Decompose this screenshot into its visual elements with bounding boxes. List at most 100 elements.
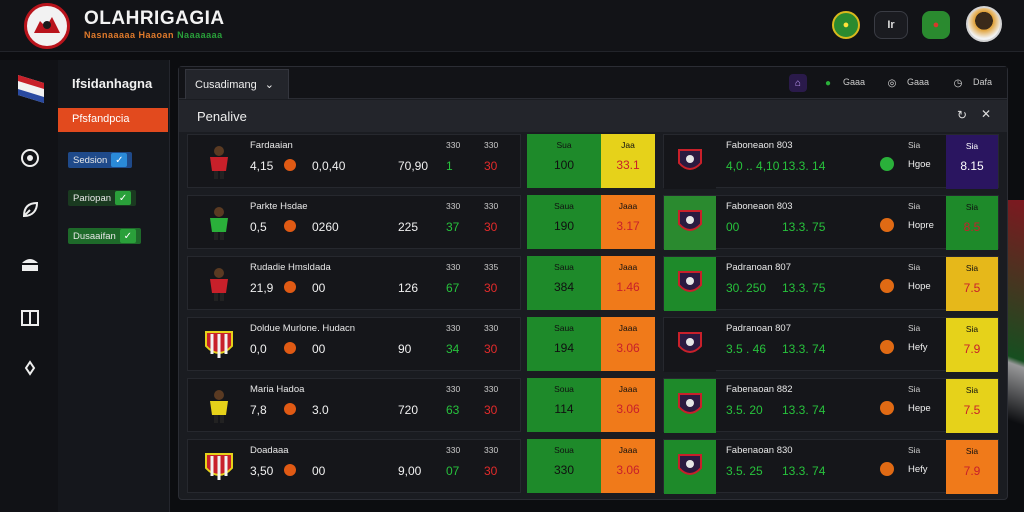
stat-value: 70,90	[398, 159, 429, 173]
app-title: OLAHRIGAGIA	[84, 8, 225, 29]
away-side[interactable]: Padranoan 807 3.5 . 46 13.3. 74 Sia Hefy Sia 7…	[663, 317, 999, 372]
toolbar-label[interactable]: Gaaa	[907, 77, 930, 87]
avatar[interactable]	[966, 6, 1002, 42]
home-side[interactable]: Doldue Murlone. Hudacn 0,0 00 90 330 330 34 30	[187, 317, 521, 371]
column-label: 335	[484, 262, 499, 272]
home-side[interactable]: Doadaaa 3,50 00 9,00 330 330 07 30	[187, 439, 521, 493]
globe-icon[interactable]: ◎	[887, 77, 897, 89]
checkbox-icon[interactable]: ✓	[111, 153, 128, 167]
close-icon[interactable]: ✕	[980, 107, 991, 121]
toolbar-label[interactable]: Dafa	[973, 77, 993, 87]
app-logo-icon[interactable]	[24, 3, 70, 49]
market-label: Hgoe	[908, 159, 931, 170]
market-label: Hefy	[908, 464, 928, 475]
score-value: 30	[484, 464, 498, 478]
status-icon[interactable]: ●	[824, 77, 832, 89]
ball-icon[interactable]: ●	[922, 11, 950, 39]
odds-button[interactable]: Sia 7.9	[946, 318, 998, 372]
stat-value: 3.5. 20	[726, 403, 763, 417]
home-icon[interactable]: ⌂	[789, 74, 807, 92]
away-side[interactable]: Padranoan 807 30. 250 13.3. 75 Sia Hope Sia 7.…	[663, 256, 999, 311]
odds-button[interactable]: Jaaa 3.06	[601, 378, 655, 432]
table-row[interactable]: Doadaaa 3,50 00 9,00 330 330 07 30 Soua 330 Jaaa 3.…	[187, 439, 999, 494]
ball-icon	[284, 403, 296, 415]
column-label: Sia	[908, 262, 921, 272]
chevron-down-icon[interactable]: ⌄	[264, 79, 274, 91]
table-row[interactable]: Parkte Hsdae 0,5 0260 225 330 330 37 30 Saua 190 J…	[187, 195, 999, 250]
odds-button[interactable]: Sia 8.15	[946, 135, 998, 189]
odds-button[interactable]: Saua 194	[527, 317, 601, 371]
header-text-button[interactable]: Ir	[874, 11, 908, 39]
stadium-icon[interactable]	[18, 252, 42, 276]
stat-value: 21,9	[250, 281, 274, 295]
home-side[interactable]: Maria Hadoa 7,8 3.0 720 330 330 63 30	[187, 378, 521, 432]
column-label: 330	[484, 140, 499, 150]
odds-button[interactable]: Sia 8.5	[946, 196, 998, 250]
home-side[interactable]: Fardaaian 4,15 0,0,40 70,90 330 330 1 30	[187, 134, 521, 188]
field-icon[interactable]	[18, 306, 42, 330]
odds-label: Jaaa	[618, 323, 638, 333]
flag-icon[interactable]	[16, 75, 46, 103]
odds-button[interactable]: Soua 114	[527, 378, 601, 432]
odds-value: 7.9	[963, 342, 981, 356]
player-name: Doadaaa	[250, 445, 289, 456]
odds-value: 8.5	[963, 220, 981, 234]
odds-button[interactable]: Sua 100	[527, 134, 601, 188]
refresh-icon[interactable]: ↻	[956, 108, 967, 122]
team-name: Faboneaon 803	[726, 140, 793, 151]
home-side[interactable]: Rudadie Hmsldada 21,9 00 126 330 335 67 30	[187, 256, 521, 310]
odds-value: 3.06	[616, 402, 640, 416]
odds-value: 100	[553, 158, 575, 172]
home-side[interactable]: Parkte Hsdae 0,5 0260 225 330 330 37 30	[187, 195, 521, 249]
team-crest-icon	[664, 318, 716, 372]
stat-value: 00	[312, 464, 326, 478]
odds-button[interactable]: Jaaa 3.06	[601, 439, 655, 493]
player-icon	[202, 145, 236, 179]
odds-button[interactable]: Saua 190	[527, 195, 601, 249]
coin-icon[interactable]: ●	[832, 11, 860, 39]
toolbar-label[interactable]: Gaaa	[843, 77, 866, 87]
sidebar-item-pariopan[interactable]: Pariopan ✓	[68, 190, 137, 206]
ball-icon	[284, 281, 296, 293]
table-row[interactable]: Fardaaian 4,15 0,0,40 70,90 330 330 1 30 Sua 100 J…	[187, 134, 999, 189]
away-side[interactable]: Faboneaon 803 00 13.3. 75 Sia Hopre Sia 8.5	[663, 195, 999, 250]
top-bar: OLAHRIGAGIA Nasnaaaaa Haaoan Naaaaaaa ● …	[0, 0, 1024, 52]
column-label: 330	[484, 323, 499, 333]
odds-label: Soua	[554, 445, 574, 455]
stat-value: 0,0	[250, 342, 267, 356]
odds-button[interactable]: Soua 330	[527, 439, 601, 493]
score-value: 63	[446, 403, 460, 417]
checkbox-icon[interactable]: ✓	[115, 191, 132, 205]
status-dot-icon	[880, 157, 894, 171]
column-label: 330	[484, 201, 499, 211]
odds-button[interactable]: Jaaa 3.06	[601, 317, 655, 371]
column-label: 330	[484, 445, 499, 455]
odds-button[interactable]: Sia 7.5	[946, 379, 998, 433]
odds-button[interactable]: Saua 384	[527, 256, 601, 310]
table-row[interactable]: Rudadie Hmsldada 21,9 00 126 330 335 67 30 Saua 3…	[187, 256, 999, 311]
odds-button[interactable]: Sia 7.5	[946, 257, 998, 311]
odds-button[interactable]: Jaaa 3.17	[601, 195, 655, 249]
stat-value: 90	[398, 342, 412, 356]
tab-main[interactable]: Cusadimang ⌄	[185, 69, 289, 99]
away-side[interactable]: Fabenaoan 830 3.5. 25 13.3. 74 Sia Hefy Sia 7.…	[663, 439, 999, 494]
odds-button[interactable]: Jaaa 1.46	[601, 256, 655, 310]
leaf-icon[interactable]	[18, 198, 42, 222]
settings-icon[interactable]	[18, 356, 42, 380]
market-label: Hefy	[908, 342, 928, 353]
team-name: Faboneaon 803	[726, 201, 793, 212]
stat-value: 4,15	[250, 159, 274, 173]
checkbox-icon[interactable]: ✓	[119, 229, 136, 243]
sidebar-item-sedsion[interactable]: Sedsion ✓	[68, 152, 133, 168]
table-row[interactable]: Doldue Murlone. Hudacn 0,0 00 90 330 330 34 30 S…	[187, 317, 999, 372]
away-side[interactable]: Faboneaon 803 4,0 .. 4,10 13.3. 14 Sia Hgoe S…	[663, 134, 999, 189]
sidebar-item-active[interactable]: Pfsfandpcia	[58, 108, 168, 132]
icon-rail	[0, 60, 58, 512]
soccer-ball-icon[interactable]	[18, 146, 42, 170]
clock-icon[interactable]: ◷	[953, 77, 963, 89]
sidebar-item-dusaaifan[interactable]: Dusaaifan ✓	[68, 228, 141, 244]
away-side[interactable]: Fabenaoan 882 3.5. 20 13.3. 74 Sia Hepe Sia 7.…	[663, 378, 999, 433]
table-row[interactable]: Maria Hadoa 7,8 3.0 720 330 330 63 30 Soua 114 Jaa…	[187, 378, 999, 433]
odds-button[interactable]: Jaa 33.1	[601, 134, 655, 188]
odds-button[interactable]: Sia 7.9	[946, 440, 998, 494]
